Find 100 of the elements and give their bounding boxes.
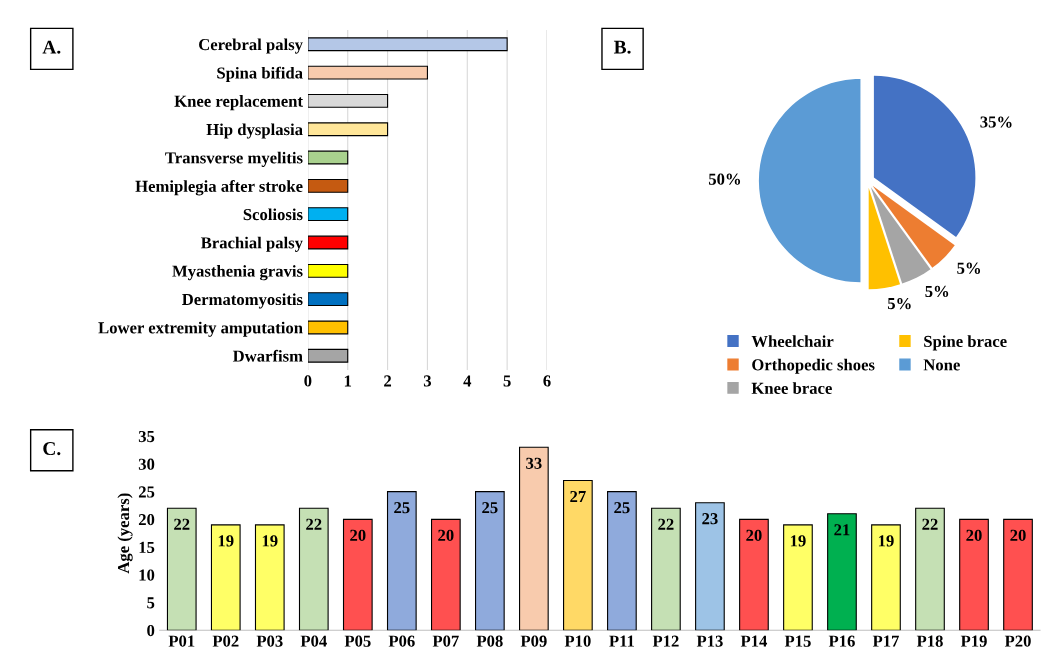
data-label: 25 <box>482 502 498 514</box>
bar <box>210 524 241 631</box>
y-tick-label: 0 <box>147 624 155 637</box>
x-tick-label: 4 <box>463 375 472 387</box>
bar <box>651 507 681 631</box>
bar <box>739 518 769 631</box>
bar <box>307 37 508 52</box>
x-tick-label: P10 <box>564 635 591 647</box>
legend-label: Orthopedic shoes <box>752 358 875 374</box>
data-label: 5% <box>925 285 949 298</box>
y-tick-label: Myasthenia gravis <box>172 265 303 281</box>
data-label: 20 <box>1010 529 1026 541</box>
x-tick-label: P16 <box>828 635 855 647</box>
bar <box>827 513 857 631</box>
x-tick-label: P20 <box>1004 635 1031 647</box>
legend-label: None <box>923 359 960 371</box>
bar <box>386 491 417 631</box>
data-label: 25 <box>394 502 410 514</box>
data-label: 20 <box>350 529 366 541</box>
x-tick-label: P05 <box>344 635 371 647</box>
data-label: 22 <box>306 518 322 530</box>
y-axis-title: Age (years) <box>117 493 133 574</box>
bar <box>166 507 197 631</box>
y-tick-label: 15 <box>139 541 155 553</box>
data-label: 20 <box>966 529 982 541</box>
data-label: 22 <box>922 518 938 530</box>
bar <box>1003 518 1033 631</box>
text: A. <box>42 40 61 54</box>
x-tick-label: P17 <box>872 635 899 647</box>
data-label: 22 <box>658 518 674 530</box>
data-label: 27 <box>570 490 586 502</box>
y-tick-label: 20 <box>138 514 155 526</box>
x-tick-label: P13 <box>696 635 723 647</box>
bar <box>307 178 349 193</box>
data-label: 22 <box>174 518 190 530</box>
data-label: 25 <box>614 502 630 514</box>
bar <box>871 524 901 631</box>
bar <box>254 524 285 631</box>
x-tick-label: P14 <box>740 635 768 647</box>
data-label: 20 <box>438 529 454 541</box>
data-label: 50% <box>708 173 741 185</box>
x-tick-label: P08 <box>476 635 503 647</box>
x-tick-label: P01 <box>168 635 195 647</box>
x-tick-label: P04 <box>300 635 327 647</box>
data-label: 35% <box>980 116 1012 128</box>
y-tick-label: Cerebral palsy <box>199 38 303 54</box>
text: B. <box>613 40 631 54</box>
bar <box>519 446 549 631</box>
y-tick-label: Brachial palsy <box>200 236 303 252</box>
bar <box>307 150 349 165</box>
x-tick-label: P12 <box>652 635 679 647</box>
y-tick-label: 5 <box>147 597 155 609</box>
bar <box>307 292 349 307</box>
bar <box>959 518 989 631</box>
x-tick-label: P07 <box>432 635 459 647</box>
data-label: 23 <box>702 513 718 525</box>
bar <box>915 507 945 631</box>
bar <box>307 263 349 278</box>
y-tick-label: Hip dysplasia <box>206 123 303 139</box>
x-tick-label: P02 <box>212 635 239 647</box>
bar <box>307 122 389 137</box>
text: C. <box>43 442 61 456</box>
bar <box>307 65 428 80</box>
y-tick-label: Knee replacement <box>174 95 303 111</box>
x-tick-label: 2 <box>384 375 392 387</box>
x-tick-label: 1 <box>344 375 352 387</box>
bar <box>783 524 813 631</box>
bar <box>307 207 349 222</box>
y-tick-label: Dwarfism <box>232 349 303 362</box>
y-tick-label: Lower extremity amputation <box>98 321 303 337</box>
data-label: 5% <box>957 262 981 274</box>
x-tick-label: P06 <box>388 635 415 647</box>
data-label: 20 <box>746 529 762 541</box>
x-tick-label: 0 <box>304 375 312 387</box>
x-tick-label: P18 <box>916 635 943 647</box>
bar <box>298 507 329 631</box>
bar <box>430 518 461 631</box>
data-label: 21 <box>834 524 850 536</box>
data-label: 19 <box>878 535 894 547</box>
x-tick-label: P11 <box>609 635 634 647</box>
y-tick-label: Dermatomyositis <box>182 293 303 309</box>
x-tick-label: P19 <box>960 635 987 647</box>
x-tick-label: P09 <box>520 635 547 647</box>
bar <box>342 518 373 631</box>
data-label: 5% <box>887 297 911 310</box>
legend-label: Spine brace <box>924 335 1007 351</box>
bar <box>307 235 349 250</box>
x-tick-label: P03 <box>256 635 283 647</box>
y-tick-label: Scoliosis <box>243 208 303 221</box>
legend-label: Knee brace <box>751 382 832 394</box>
x-tick-label: 6 <box>543 375 551 387</box>
x-tick-label: 5 <box>503 375 511 387</box>
y-tick-label: 30 <box>138 458 155 470</box>
data-label: 19 <box>262 535 278 547</box>
bar <box>563 479 593 631</box>
bar <box>695 502 725 631</box>
x-tick-label: 3 <box>423 375 432 387</box>
y-tick-label: Transverse myelitis <box>165 151 303 167</box>
legend-label: Wheelchair <box>751 335 834 348</box>
bar <box>307 320 349 335</box>
